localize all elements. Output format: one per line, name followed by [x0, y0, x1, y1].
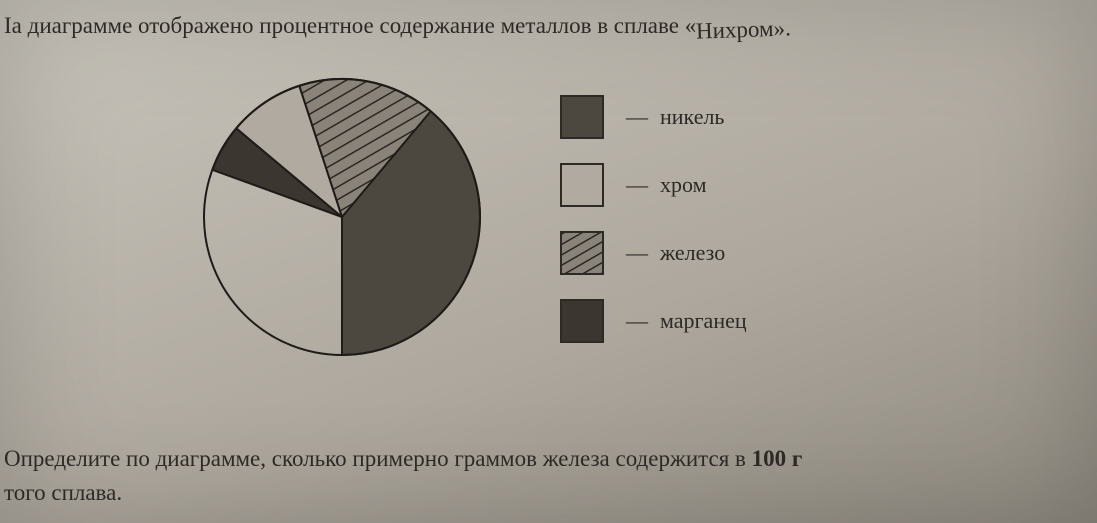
question-intro: Iа диаграмме отображено процентное содер…	[0, 10, 1077, 41]
pie-chart	[200, 75, 485, 360]
legend-row-iron: — железо	[560, 231, 747, 275]
legend-label-iron: железо	[660, 240, 725, 266]
page-root: Iа диаграмме отображено процентное содер…	[0, 0, 1097, 523]
legend-dash: —	[626, 104, 648, 130]
legend: — никель — хром — железо — марганец	[560, 95, 747, 367]
question-prompt: Определите по диаграмме, сколько примерн…	[0, 442, 1077, 509]
legend-swatch-manganese	[560, 299, 604, 343]
legend-swatch-iron	[560, 231, 604, 275]
pie-chart-svg	[200, 75, 485, 360]
intro-nichrome: Нихром».	[696, 12, 792, 46]
prompt-line2: того сплава.	[4, 480, 122, 505]
legend-swatch-chromium	[560, 163, 604, 207]
intro-text: Iа диаграмме отображено процентное содер…	[4, 13, 696, 38]
legend-dash: —	[626, 240, 648, 266]
legend-label-nickel: никель	[660, 104, 724, 130]
legend-label-manganese: марганец	[660, 308, 747, 334]
legend-swatch-nickel	[560, 95, 604, 139]
legend-dash: —	[626, 308, 648, 334]
legend-row-manganese: — марганец	[560, 299, 747, 343]
legend-label-chromium: хром	[660, 172, 707, 198]
prompt-100g: 100 г	[752, 446, 803, 471]
legend-dash: —	[626, 172, 648, 198]
prompt-line1: Определите по диаграмме, сколько примерн…	[4, 446, 752, 471]
legend-row-nickel: — никель	[560, 95, 747, 139]
legend-row-chromium: — хром	[560, 163, 747, 207]
